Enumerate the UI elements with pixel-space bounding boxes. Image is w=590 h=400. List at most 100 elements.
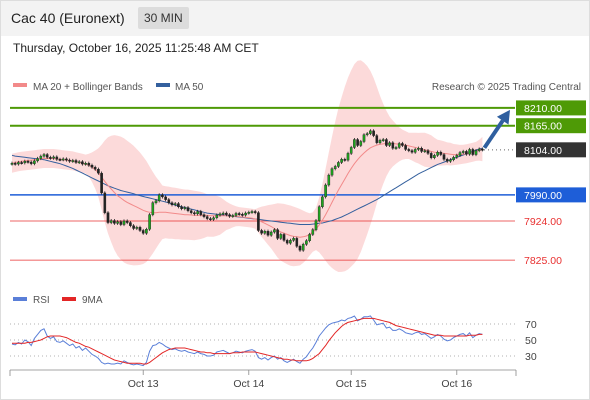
candle-body — [391, 142, 395, 149]
candle-body — [205, 216, 209, 219]
candle-body — [164, 196, 167, 200]
ma20-line — [11, 143, 483, 238]
candle-body — [241, 214, 244, 216]
rsi-tick-label: 50 — [525, 335, 537, 347]
candle-body — [212, 217, 215, 220]
candle-body — [365, 133, 369, 136]
ma50-legend-label: MA 50 — [175, 82, 204, 93]
candle-body — [458, 152, 462, 156]
candle-body — [103, 192, 107, 213]
candle-body — [71, 160, 75, 162]
level-label-current: 8104.00 — [524, 145, 562, 157]
candle-body — [186, 207, 190, 211]
candle-body — [388, 142, 391, 146]
candle-body — [154, 200, 158, 203]
candle-body — [106, 212, 110, 223]
forecast-arrow-head — [496, 109, 510, 125]
candle-body — [122, 220, 126, 225]
candle-body — [84, 163, 87, 165]
candle-body — [385, 139, 388, 146]
candle-body — [346, 153, 350, 161]
rsi-ma-legend-label: 9MA — [82, 295, 103, 306]
candle-body — [359, 141, 363, 146]
candle-body — [74, 160, 78, 163]
candle-body — [218, 213, 222, 216]
timeframe-badge[interactable]: 30 MIN — [138, 7, 189, 29]
candle-body — [135, 227, 139, 229]
price-levels: 8210.00 8165.00 8104.00 7990.00 7924.00 7825.… — [10, 100, 586, 267]
candle-body — [257, 212, 260, 231]
candle-body — [340, 159, 343, 163]
candle-body — [349, 147, 353, 154]
bollinger-band — [12, 60, 483, 272]
candle-body — [452, 157, 455, 160]
candle-body — [285, 240, 289, 244]
candle-body — [260, 230, 263, 234]
candle-body — [298, 246, 302, 251]
candle-body — [375, 135, 379, 143]
candle-body — [49, 157, 52, 159]
candle-body — [301, 244, 305, 251]
candle-body — [65, 158, 68, 161]
candle-body — [273, 229, 276, 233]
candle-body — [196, 211, 199, 215]
ma20-legend-label: MA 20 + Bollinger Bands — [33, 82, 143, 93]
candle-body — [20, 162, 23, 164]
candle-body — [202, 214, 206, 217]
candle-body — [417, 148, 420, 150]
candle-body — [481, 148, 484, 151]
candle-body — [311, 229, 315, 235]
candle-body — [55, 156, 59, 160]
x-axis-tick-label: Oct 13 — [128, 378, 159, 390]
candle-body — [372, 130, 375, 136]
candle-body — [125, 220, 129, 223]
rsi-ma-legend-swatch — [62, 297, 76, 301]
candle-body — [151, 202, 155, 215]
candle-body — [170, 202, 174, 205]
candle-body — [183, 207, 187, 209]
candle-body — [317, 206, 321, 221]
ma50-legend-swatch — [156, 83, 170, 87]
candle-body — [474, 150, 478, 155]
candle-body — [327, 174, 331, 186]
candle-body — [333, 166, 337, 169]
candle-body — [381, 139, 385, 141]
candle-body — [413, 149, 417, 153]
candle-body — [276, 229, 279, 239]
candle-body — [423, 150, 427, 153]
candle-body — [148, 214, 151, 230]
candle-body — [36, 158, 39, 162]
candle-body — [209, 218, 212, 221]
candle-body — [468, 149, 471, 155]
level-label-box-resistance — [516, 118, 586, 134]
candle-body — [225, 212, 228, 215]
instrument-title: Cac 40 (Euronext) — [11, 10, 125, 26]
candle-body — [439, 151, 443, 155]
candle-body — [314, 220, 318, 230]
candle-body — [237, 213, 241, 215]
bollinger-band-area — [12, 60, 483, 272]
candle-body — [244, 212, 247, 216]
candle-body — [231, 215, 235, 217]
candle-body — [308, 234, 311, 241]
candle-body — [100, 172, 103, 194]
candle-body — [29, 161, 33, 164]
candle-body — [189, 210, 193, 213]
candle-body — [167, 199, 171, 203]
credit-label: Research © 2025 Trading Central — [432, 82, 581, 93]
candle-body — [138, 227, 142, 231]
candle-body — [52, 156, 55, 159]
rsi-panel: 70 50 30 — [10, 315, 537, 367]
level-label-box-resistance — [516, 100, 586, 116]
candle-body — [61, 158, 65, 161]
candle-body — [33, 160, 36, 164]
candle-body — [353, 139, 356, 148]
rsi-legend-label: RSI — [33, 295, 50, 306]
candle-body — [436, 151, 439, 156]
timestamp: Thursday, October 16, 2025 11:25:48 AM C… — [13, 41, 259, 55]
candle-body — [39, 155, 43, 159]
candle-body — [109, 220, 113, 223]
candle-body — [471, 149, 475, 155]
candle-body — [449, 159, 452, 162]
candle-body — [426, 150, 430, 154]
